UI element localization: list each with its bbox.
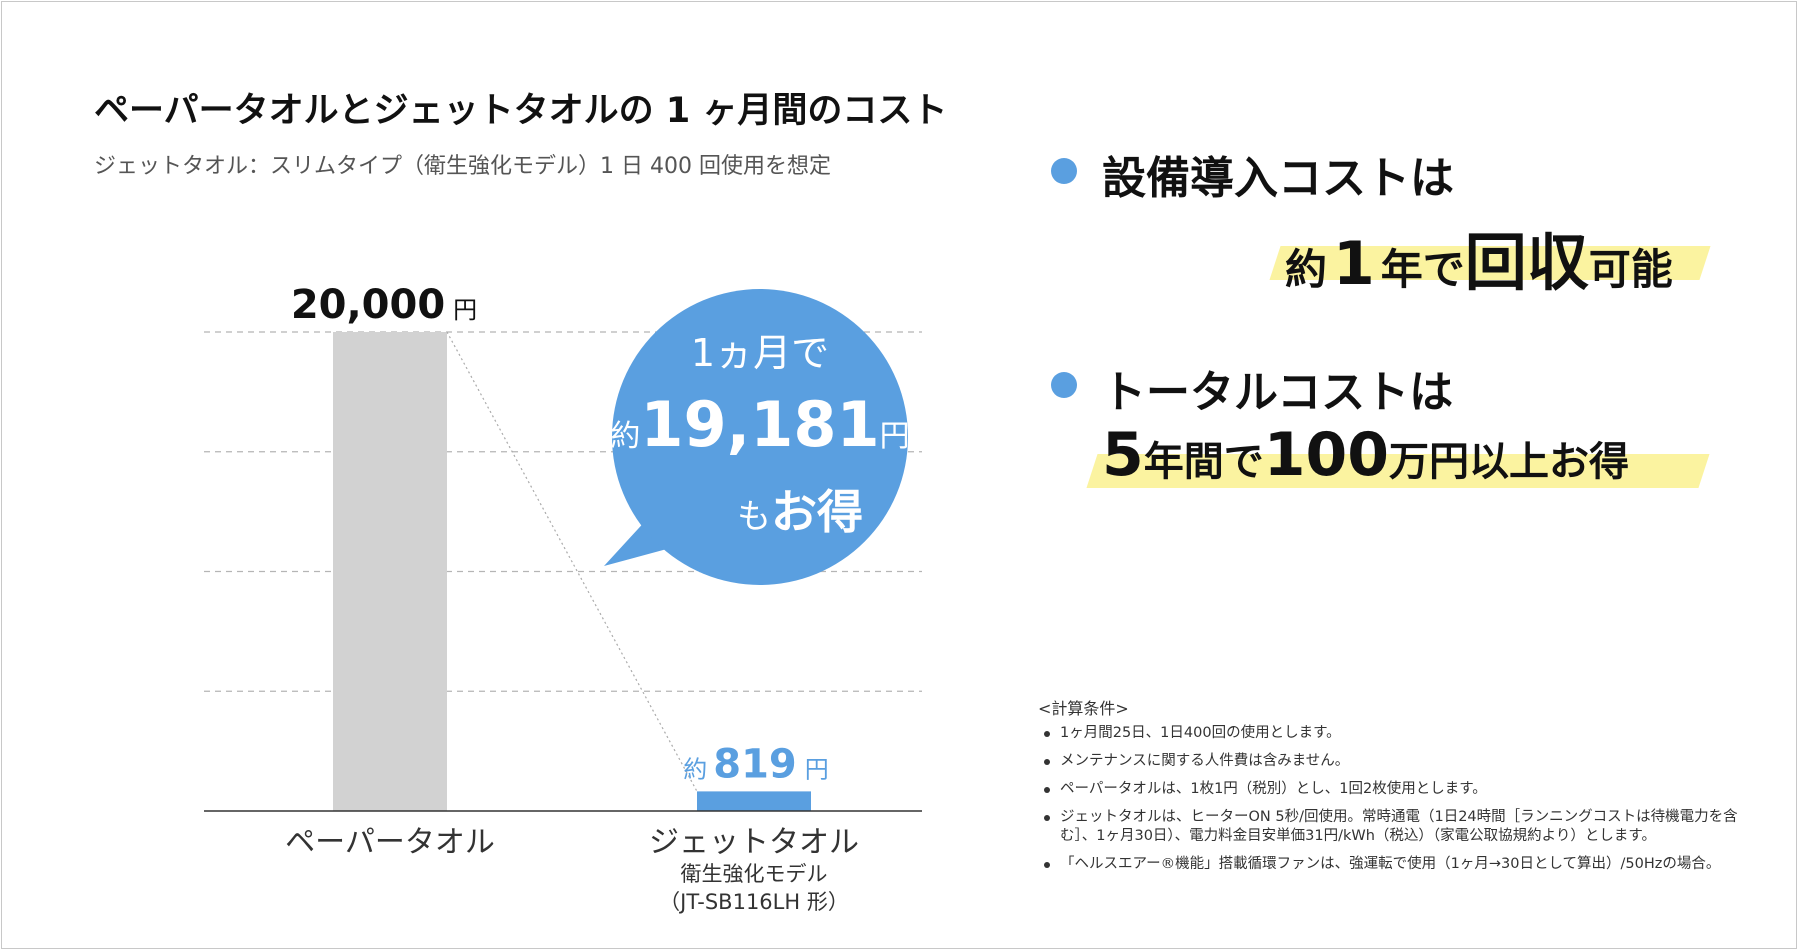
point2-part-a: 5	[1102, 420, 1144, 490]
speech-bubble	[612, 289, 908, 585]
page-title: ペーパータオルとジェットタオルの 1 ヶ月間のコスト	[94, 91, 948, 131]
conditions-item: 1ヶ月間25日、1日400回の使用とします。	[1040, 724, 1760, 743]
bubble-line1: 1ヵ月で	[690, 331, 830, 375]
bar	[333, 332, 447, 811]
point1-part-a: 約	[1285, 245, 1328, 294]
point2-part-c: 100	[1263, 420, 1389, 490]
bubble-suffix-small: も	[737, 497, 771, 537]
value-label: 20,000 円	[291, 282, 477, 328]
conditions-item: ジェットタオルは、ヒーターON 5秒/回使用。常時通電（1日24時間［ランニング…	[1040, 808, 1760, 846]
category-label: ペーパータオル	[285, 825, 495, 860]
point2-bullet-icon	[1051, 372, 1077, 398]
point1-bullet-icon	[1051, 158, 1077, 184]
point1-part-c: 年で	[1380, 245, 1465, 294]
value-label: 約 819 円	[683, 741, 829, 787]
point1-part-b: 1	[1333, 229, 1375, 299]
connector-line	[446, 331, 698, 792]
bar	[697, 791, 811, 811]
conditions-item: メンテナンスに関する人件費は含みません。	[1040, 752, 1760, 771]
bubble-unit: 円	[879, 419, 910, 454]
point1-part-d: 回収	[1464, 226, 1589, 299]
bubble-savings-row: もお得	[700, 476, 900, 542]
category-label: ジェットタオル	[649, 825, 859, 860]
bubble-amount: 19,181	[640, 388, 880, 461]
point1-part-e: 可能	[1588, 245, 1673, 294]
point1-heading: 設備導入コストは	[1102, 153, 1454, 204]
point2-part-d: 万円以上お得	[1389, 439, 1629, 485]
conditions-item: ペーパータオルは、1枚1円（税別）とし、1回2枚使用とします。	[1040, 780, 1760, 799]
conditions-title: <計算条件>	[1038, 699, 1129, 718]
point2-part-b: 年間で	[1143, 439, 1264, 485]
conditions-list: 1ヶ月間25日、1日400回の使用とします。 メンテナンスに関する人件費は含みま…	[1040, 724, 1760, 883]
point1-detail: 約 1 年で回収可能	[1285, 212, 1673, 302]
conditions-item: 「ヘルスエアー®機能」搭載循環ファンは、強運転で使用（1ヶ月→30日として算出）…	[1040, 855, 1760, 874]
bubble-amount-row: 約19,181円	[600, 388, 920, 461]
point2-detail: 5年間で100万円以上お得	[1102, 420, 1629, 490]
category-sublabel: 衛生強化モデル	[681, 862, 828, 886]
page-subtitle: ジェットタオル：スリムタイプ（衛生強化モデル）1 日 400 回使用を想定	[94, 154, 831, 179]
bubble-prefix: 約	[610, 419, 641, 454]
category-sublabel: （JT-SB116LH 形）	[659, 890, 849, 914]
bubble-suffix-big: お得	[771, 485, 863, 539]
point2-heading: トータルコストは	[1102, 367, 1454, 418]
